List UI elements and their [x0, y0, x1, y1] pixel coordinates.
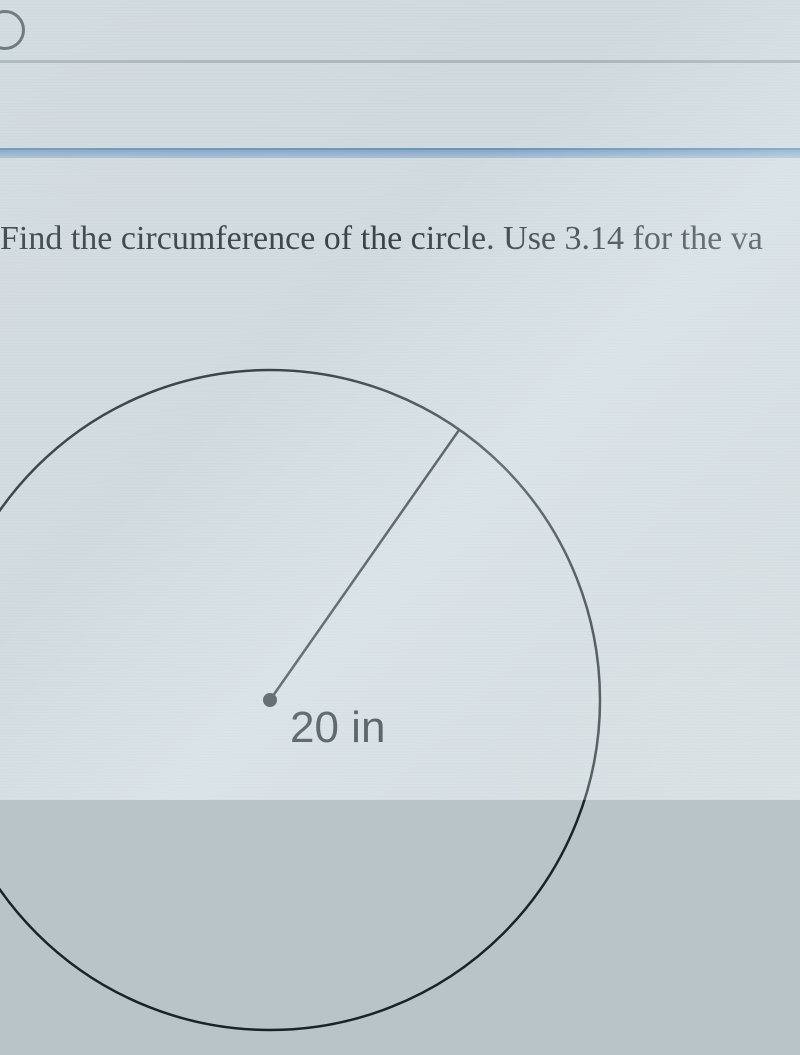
browser-top-bar — [0, 0, 800, 150]
top-divider-line — [0, 60, 800, 63]
circle-diagram: 20 in — [0, 350, 620, 1050]
circle-svg: 20 in — [0, 350, 620, 1050]
radius-line — [270, 430, 459, 700]
center-dot — [263, 693, 277, 707]
circle-outline — [0, 370, 600, 1030]
radius-label: 20 in — [290, 703, 385, 752]
question-text: Find the circumference of the circle. Us… — [0, 190, 800, 258]
content-area: Find the circumference of the circle. Us… — [0, 150, 800, 800]
refresh-icon-partial — [0, 10, 25, 50]
content-top-border — [0, 150, 800, 158]
